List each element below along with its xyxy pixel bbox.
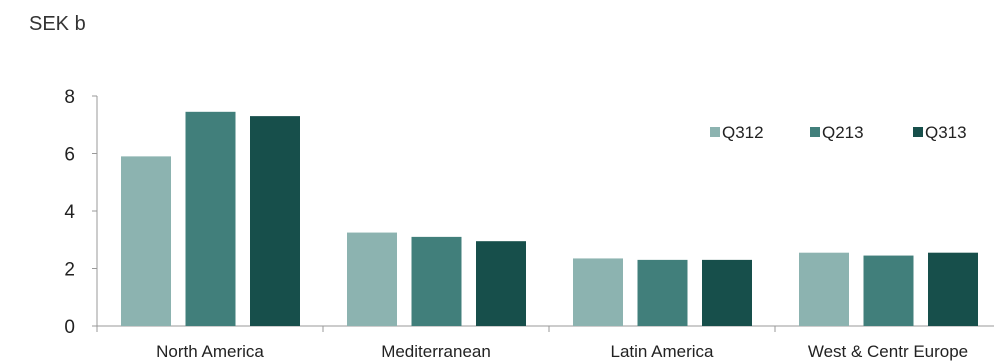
- legend-label-q313: Q313: [925, 123, 967, 142]
- legend: Q312 Q213 Q313: [710, 123, 967, 142]
- legend-swatch-q213: [810, 127, 820, 137]
- bar-q312-latin-america: [573, 258, 623, 326]
- x-tick-label-north-america: North America: [156, 342, 264, 361]
- unit-label: SEK b: [29, 13, 86, 35]
- bar-q213-west-centr-europe: [863, 255, 914, 326]
- bar-q312-west-centr-europe: [799, 252, 849, 326]
- y-tick-label: 6: [64, 145, 75, 166]
- bars: [121, 111, 978, 326]
- y-axis: 0 2 4 6 8: [64, 87, 98, 338]
- bar-q313-latin-america: [702, 259, 752, 326]
- x-tick-label-west-centr-europe: West & Centr Europe: [808, 342, 968, 361]
- y-tick-label: 8: [64, 87, 75, 108]
- bar-q313-north-america: [250, 116, 300, 326]
- legend-swatch-q312: [710, 127, 720, 137]
- y-tick-label: 2: [64, 260, 75, 281]
- legend-swatch-q313: [913, 127, 923, 137]
- bar-q213-north-america: [185, 111, 236, 326]
- legend-label-q312: Q312: [722, 123, 764, 142]
- x-tick-label-mediterranean: Mediterranean: [381, 342, 491, 361]
- bar-q213-mediterranean: [411, 236, 462, 326]
- bar-q312-mediterranean: [347, 232, 397, 326]
- bar-q313-west-centr-europe: [928, 252, 978, 326]
- y-tick-label: 0: [64, 317, 75, 338]
- bar-q313-mediterranean: [476, 241, 526, 326]
- x-axis: North America Mediterranean Latin America W…: [96, 325, 994, 361]
- legend-label-q213: Q213: [822, 123, 864, 142]
- bar-q312-north-america: [121, 156, 171, 326]
- y-tick-label: 4: [64, 202, 75, 223]
- x-tick-label-latin-america: Latin America: [611, 342, 715, 361]
- bar-q213-latin-america: [637, 259, 688, 326]
